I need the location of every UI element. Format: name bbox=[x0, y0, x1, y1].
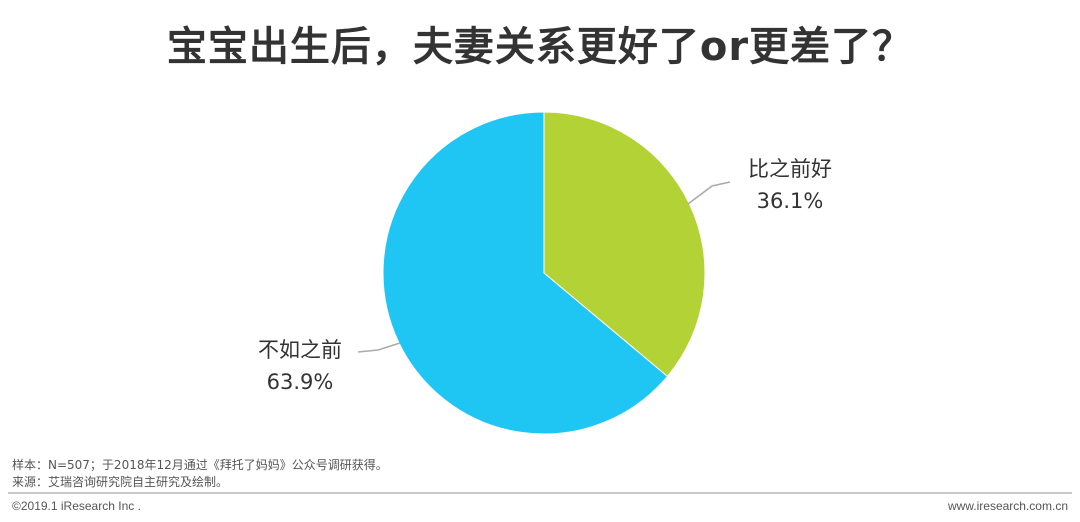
slice-labels: 比之前好 36.1% 不如之前 63.9% bbox=[258, 157, 832, 394]
slice-label-name-1: 比之前好 bbox=[748, 157, 832, 181]
sample-note: 样本：N=507；于2018年12月通过《拜托了妈妈》公众号调研获得。 bbox=[12, 458, 388, 472]
slice-label-value-1: 36.1% bbox=[757, 189, 824, 213]
chart-title: 宝宝出生后，夫妻关系更好了or更差了？ bbox=[166, 24, 914, 70]
pie-slice-2 bbox=[382, 111, 669, 435]
pie-slice-1 bbox=[543, 111, 706, 378]
slice-label-name-2: 不如之前 bbox=[258, 338, 342, 362]
source-note: 来源：艾瑞咨询研究院自主研究及绘制。 bbox=[12, 475, 229, 489]
pie-slices bbox=[382, 111, 706, 435]
footer-divider bbox=[8, 492, 1072, 494]
leader-line-1 bbox=[687, 181, 731, 205]
website-text: www.iresearch.com.cn bbox=[947, 499, 1068, 513]
slice-label-value-2: 63.9% bbox=[267, 370, 334, 394]
leader-line-2 bbox=[357, 342, 401, 353]
label-leader-lines bbox=[357, 181, 731, 353]
copyright-text: ©2019.1 iResearch Inc . bbox=[12, 499, 141, 513]
